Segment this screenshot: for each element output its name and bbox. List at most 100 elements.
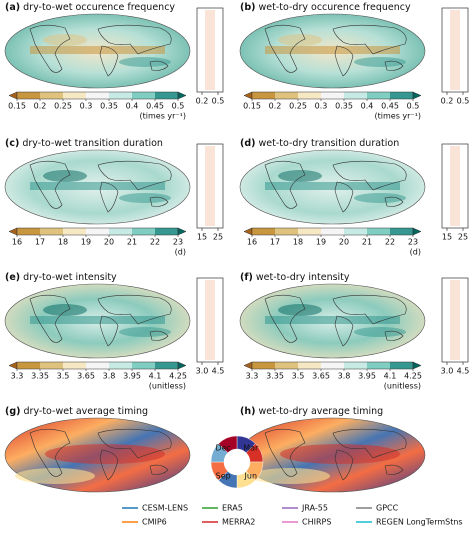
profile-spread xyxy=(450,280,460,360)
colorbar-tick-label: 21 xyxy=(362,238,372,247)
colorbar-segment xyxy=(275,362,298,369)
panel-title: (g) dry-to-wet average timing xyxy=(5,406,148,417)
map-blob xyxy=(43,170,87,182)
map-blob xyxy=(45,444,165,464)
colorbar-tick-label: 3.3 xyxy=(246,372,259,381)
colorbar-tick-label: 20 xyxy=(339,238,349,247)
colorbar-segment xyxy=(132,228,155,235)
map-blob xyxy=(43,304,87,316)
colorbar-frame xyxy=(16,361,179,370)
panel-title: (c) dry-to-wet transition duration xyxy=(5,138,163,149)
colorbar-segment xyxy=(63,228,86,235)
colorbar-segment xyxy=(344,92,367,99)
colorbar-tick-label: 18 xyxy=(293,238,303,247)
colorbar-segment xyxy=(155,362,178,369)
month-label: Mar xyxy=(243,444,259,453)
colorbar-tick-label: 4.1 xyxy=(384,372,397,381)
colorbar-tick-label: 17 xyxy=(270,238,280,247)
colorbar-tick-label: 3.95 xyxy=(358,372,376,381)
colorbar-tick-label: 3.3 xyxy=(11,372,24,381)
colorbar-tick-label: 0.4 xyxy=(361,102,374,111)
colorbar-tick-label: 0.25 xyxy=(289,102,307,111)
profile-spread xyxy=(205,280,215,360)
colorbar-extend xyxy=(243,361,253,370)
colorbar-tick-label: 3.65 xyxy=(77,372,95,381)
colorbar-unit: (d) xyxy=(410,248,421,257)
colorbar-extend xyxy=(8,227,18,236)
colorbar-segment xyxy=(40,228,63,235)
colorbar-unit: (unitless) xyxy=(149,382,186,391)
map-blob xyxy=(119,57,171,67)
colorbar-segment xyxy=(109,92,132,99)
colorbar-tick-label: 19 xyxy=(81,238,91,247)
map-blob xyxy=(354,193,406,203)
colorbar-tick-label: 3.35 xyxy=(31,372,49,381)
colorbar-tick-label: 3.65 xyxy=(312,372,330,381)
panel-title: (e) dry-to-wet intensity xyxy=(5,272,117,283)
colorbar-extend xyxy=(8,91,18,100)
profile-frame xyxy=(196,7,224,93)
map-band xyxy=(30,316,165,324)
panel-title: (a) dry-to-wet occurence frequency xyxy=(5,2,175,13)
colorbar-segment xyxy=(390,362,413,369)
map-blob xyxy=(119,327,171,337)
panel-label: (a) xyxy=(5,2,20,13)
panel-title-text: wet-to-dry average timing xyxy=(258,406,383,417)
colorbar-segment xyxy=(390,92,413,99)
month-wheel-hole xyxy=(224,449,250,475)
panel-label: (c) xyxy=(5,138,19,149)
month-label: Sep xyxy=(216,471,231,480)
map-blob xyxy=(278,34,322,46)
colorbar-tick-label: 20 xyxy=(104,238,114,247)
colorbar-tick-label: 19 xyxy=(316,238,326,247)
profile-tick-label: 3.0 xyxy=(196,367,209,376)
colorbar-tick-label: 4.25 xyxy=(169,372,187,381)
map-band xyxy=(265,46,400,54)
colorbar-frame xyxy=(251,91,414,100)
colorbar-tick-label: 0.35 xyxy=(100,102,118,111)
colorbar-segment xyxy=(132,92,155,99)
colorbar-extend xyxy=(243,91,253,100)
map xyxy=(239,13,426,89)
colorbar-tick-label: 3.5 xyxy=(292,372,305,381)
colorbar-tick-label: 17 xyxy=(35,238,45,247)
colorbar-tick-label: 0.15 xyxy=(8,102,26,111)
colorbar-tick-label: 3.35 xyxy=(266,372,284,381)
colorbar-segment xyxy=(344,228,367,235)
colorbar-unit: (unitless) xyxy=(384,382,421,391)
panel-title-text: wet-to-dry transition duration xyxy=(259,138,400,149)
colorbar-tick-label: 23 xyxy=(173,238,183,247)
panel-label: (h) xyxy=(240,406,255,417)
colorbar-extend xyxy=(8,361,18,370)
colorbar-segment xyxy=(321,92,344,99)
colorbar-tick-label: 3.8 xyxy=(338,372,351,381)
map xyxy=(239,283,426,359)
panel-title: (d) wet-to-dry transition duration xyxy=(240,138,399,149)
legend-label: MERRA2 xyxy=(222,518,255,527)
profile-frame xyxy=(441,143,469,229)
colorbar-tick-label: 4.25 xyxy=(404,372,422,381)
map-blob xyxy=(278,304,322,316)
profile-frame xyxy=(441,7,469,93)
legend-label: CMIP6 xyxy=(142,518,167,527)
map xyxy=(4,13,191,89)
map xyxy=(4,283,191,359)
colorbar-segment xyxy=(40,92,63,99)
panel-label: (d) xyxy=(240,138,255,149)
colorbar-extend xyxy=(177,361,187,370)
colorbar-segment xyxy=(390,228,413,235)
profile-tick-label: 0.5 xyxy=(212,97,225,106)
profile-tick-label: 4.5 xyxy=(457,367,470,376)
profile-tick-label: 25 xyxy=(458,233,468,242)
map xyxy=(4,149,191,225)
month-label: Dec xyxy=(215,444,230,453)
panel-title-text: dry-to-wet intensity xyxy=(23,272,117,283)
map-blob xyxy=(250,468,330,484)
colorbar-extend xyxy=(177,227,187,236)
colorbar-segment xyxy=(155,228,178,235)
panel-title: (b) wet-to-dry occurence frequency xyxy=(240,2,411,13)
map-blob xyxy=(354,57,406,67)
profile-tick-label: 0.2 xyxy=(196,97,209,106)
colorbar-tick-label: 22 xyxy=(385,238,395,247)
colorbar-frame xyxy=(16,227,179,236)
